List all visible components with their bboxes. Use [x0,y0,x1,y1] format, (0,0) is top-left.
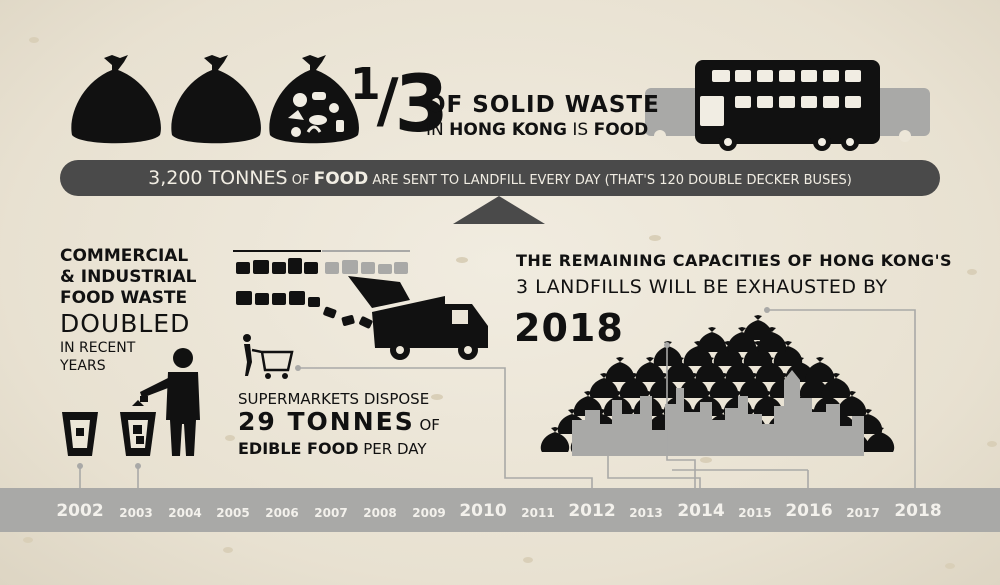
fraction-numerator: 1 [350,59,381,110]
timeline-year: 2010 [459,501,507,521]
timeline-bar [0,488,1000,532]
person-icon [140,348,200,456]
landfill-bag [683,341,713,366]
food-bag-icon [269,55,359,144]
headline-line-1: OF SOLID WASTE [426,92,660,118]
banner-paren: (THAT'S 120 DOUBLE DECKER BUSES) [604,173,852,188]
landfill-bag [805,357,835,382]
timeline-year: 2007 [314,506,348,520]
landfill-bag [635,357,665,382]
landfill-bag [821,373,851,398]
landfill-bag [649,373,679,398]
landfill-bag [755,357,785,382]
timeline-year: 2011 [521,506,555,520]
timeline-year: 2009 [412,506,446,520]
fraction-headline: 1/3 [350,59,449,150]
timeline-year: 2014 [677,501,725,521]
landfill-bag [605,357,635,382]
landfill-bag [679,373,709,398]
landfill-exhaust-year: 2018 [514,306,624,350]
timeline-year: 2018 [894,501,942,521]
landfill-bag [573,391,603,416]
garbage-bag-icon [171,55,261,144]
double-decker-bus-icon [695,60,880,151]
timeline-year: 2017 [846,506,880,520]
landfill-bag [653,341,683,366]
landfill-bag [727,327,757,352]
landfill-bag [837,391,867,416]
timeline-year: 2002 [56,501,104,521]
city-skyline-icon [572,370,864,456]
landfill-bag [725,357,755,382]
landfill-bag [619,373,649,398]
banner-amount: 3,200 TONNES [148,167,288,189]
connector-lines [77,307,916,488]
supermarket-amount: 29 TONNES [238,407,415,436]
timeline-year: 2016 [785,501,833,521]
banner-food: FOOD [313,169,369,189]
decorative-specks [23,37,997,569]
supermarket-shelf-icon [233,250,410,329]
landfill-bag [695,357,725,382]
timeline-year: 2015 [738,506,772,520]
landfill-bag [865,427,895,452]
landfill-bag [709,373,739,398]
timeline-year: 2006 [265,506,299,520]
timeline-year: 2013 [629,506,663,520]
timeline-year: 2012 [568,501,616,521]
timeline-year: 2008 [363,506,397,520]
landfill-bag [697,327,727,352]
trash-bin-icon [62,412,98,456]
supermarket-text: SUPERMARKETS DISPOSE 29 TONNES OF EDIBLE… [238,390,440,458]
landfill-bag [540,427,570,452]
timeline-year: 2003 [119,506,153,520]
landfill-bag [757,327,787,352]
doubled-label: DOUBLED [60,309,191,338]
shopping-cart-icon [243,334,294,379]
banner-pointer [453,196,545,224]
landfill-bag [713,341,743,366]
trash-bin-icon [120,396,156,456]
timeline-year: 2005 [216,506,250,520]
landfill-bag [799,373,829,398]
landfill-bag [743,315,773,340]
commercial-waste-text: COMMERCIAL & INDUSTRIAL FOOD WASTE DOUBL… [60,246,220,375]
landfill-bag [743,341,773,366]
fraction-denominator: 3 [394,60,449,150]
landfill-bag [665,357,695,382]
garbage-truck-icon [348,276,488,360]
landfill-bag [589,373,619,398]
headline-line-2: IN HONG KONG IS FOOD [426,120,649,140]
timeline-year: 2004 [168,506,202,520]
landfill-line-1: THE REMAINING CAPACITIES OF HONG KONG'S [516,251,953,270]
garbage-bag-icon [71,55,161,144]
landfill-banner: 3,200 TONNES OF FOOD ARE SENT TO LANDFIL… [60,160,940,196]
landfill-line-2: 3 LANDFILLS WILL BE EXHAUSTED BY [516,276,888,298]
landfill-bag [739,373,769,398]
landfill-bag [773,341,803,366]
